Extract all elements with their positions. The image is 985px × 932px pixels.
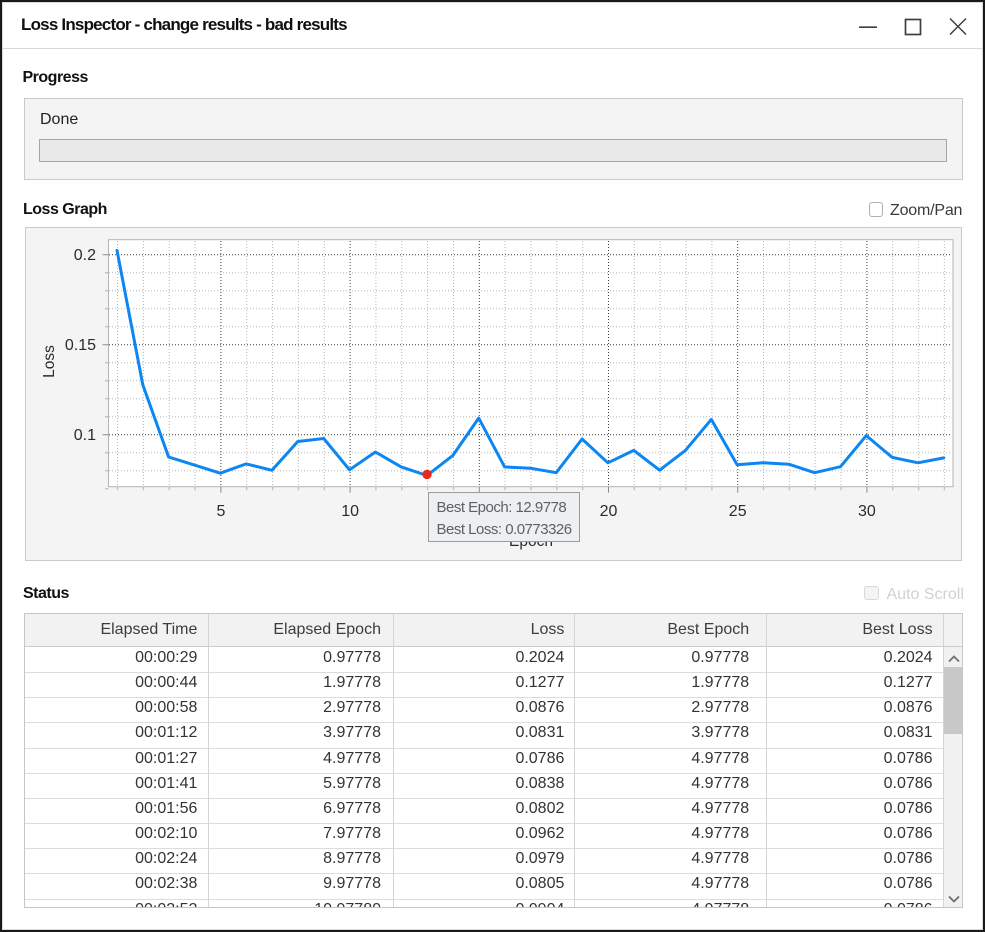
svg-text:Loss: Loss [41, 345, 58, 378]
svg-text:10: 10 [341, 503, 359, 520]
svg-text:20: 20 [599, 503, 617, 520]
svg-text:0.2: 0.2 [73, 247, 95, 264]
svg-text:25: 25 [728, 503, 746, 520]
svg-text:0.15: 0.15 [64, 337, 95, 354]
svg-text:30: 30 [858, 503, 876, 520]
svg-text:5: 5 [216, 503, 225, 520]
svg-text:0.1: 0.1 [73, 427, 95, 444]
